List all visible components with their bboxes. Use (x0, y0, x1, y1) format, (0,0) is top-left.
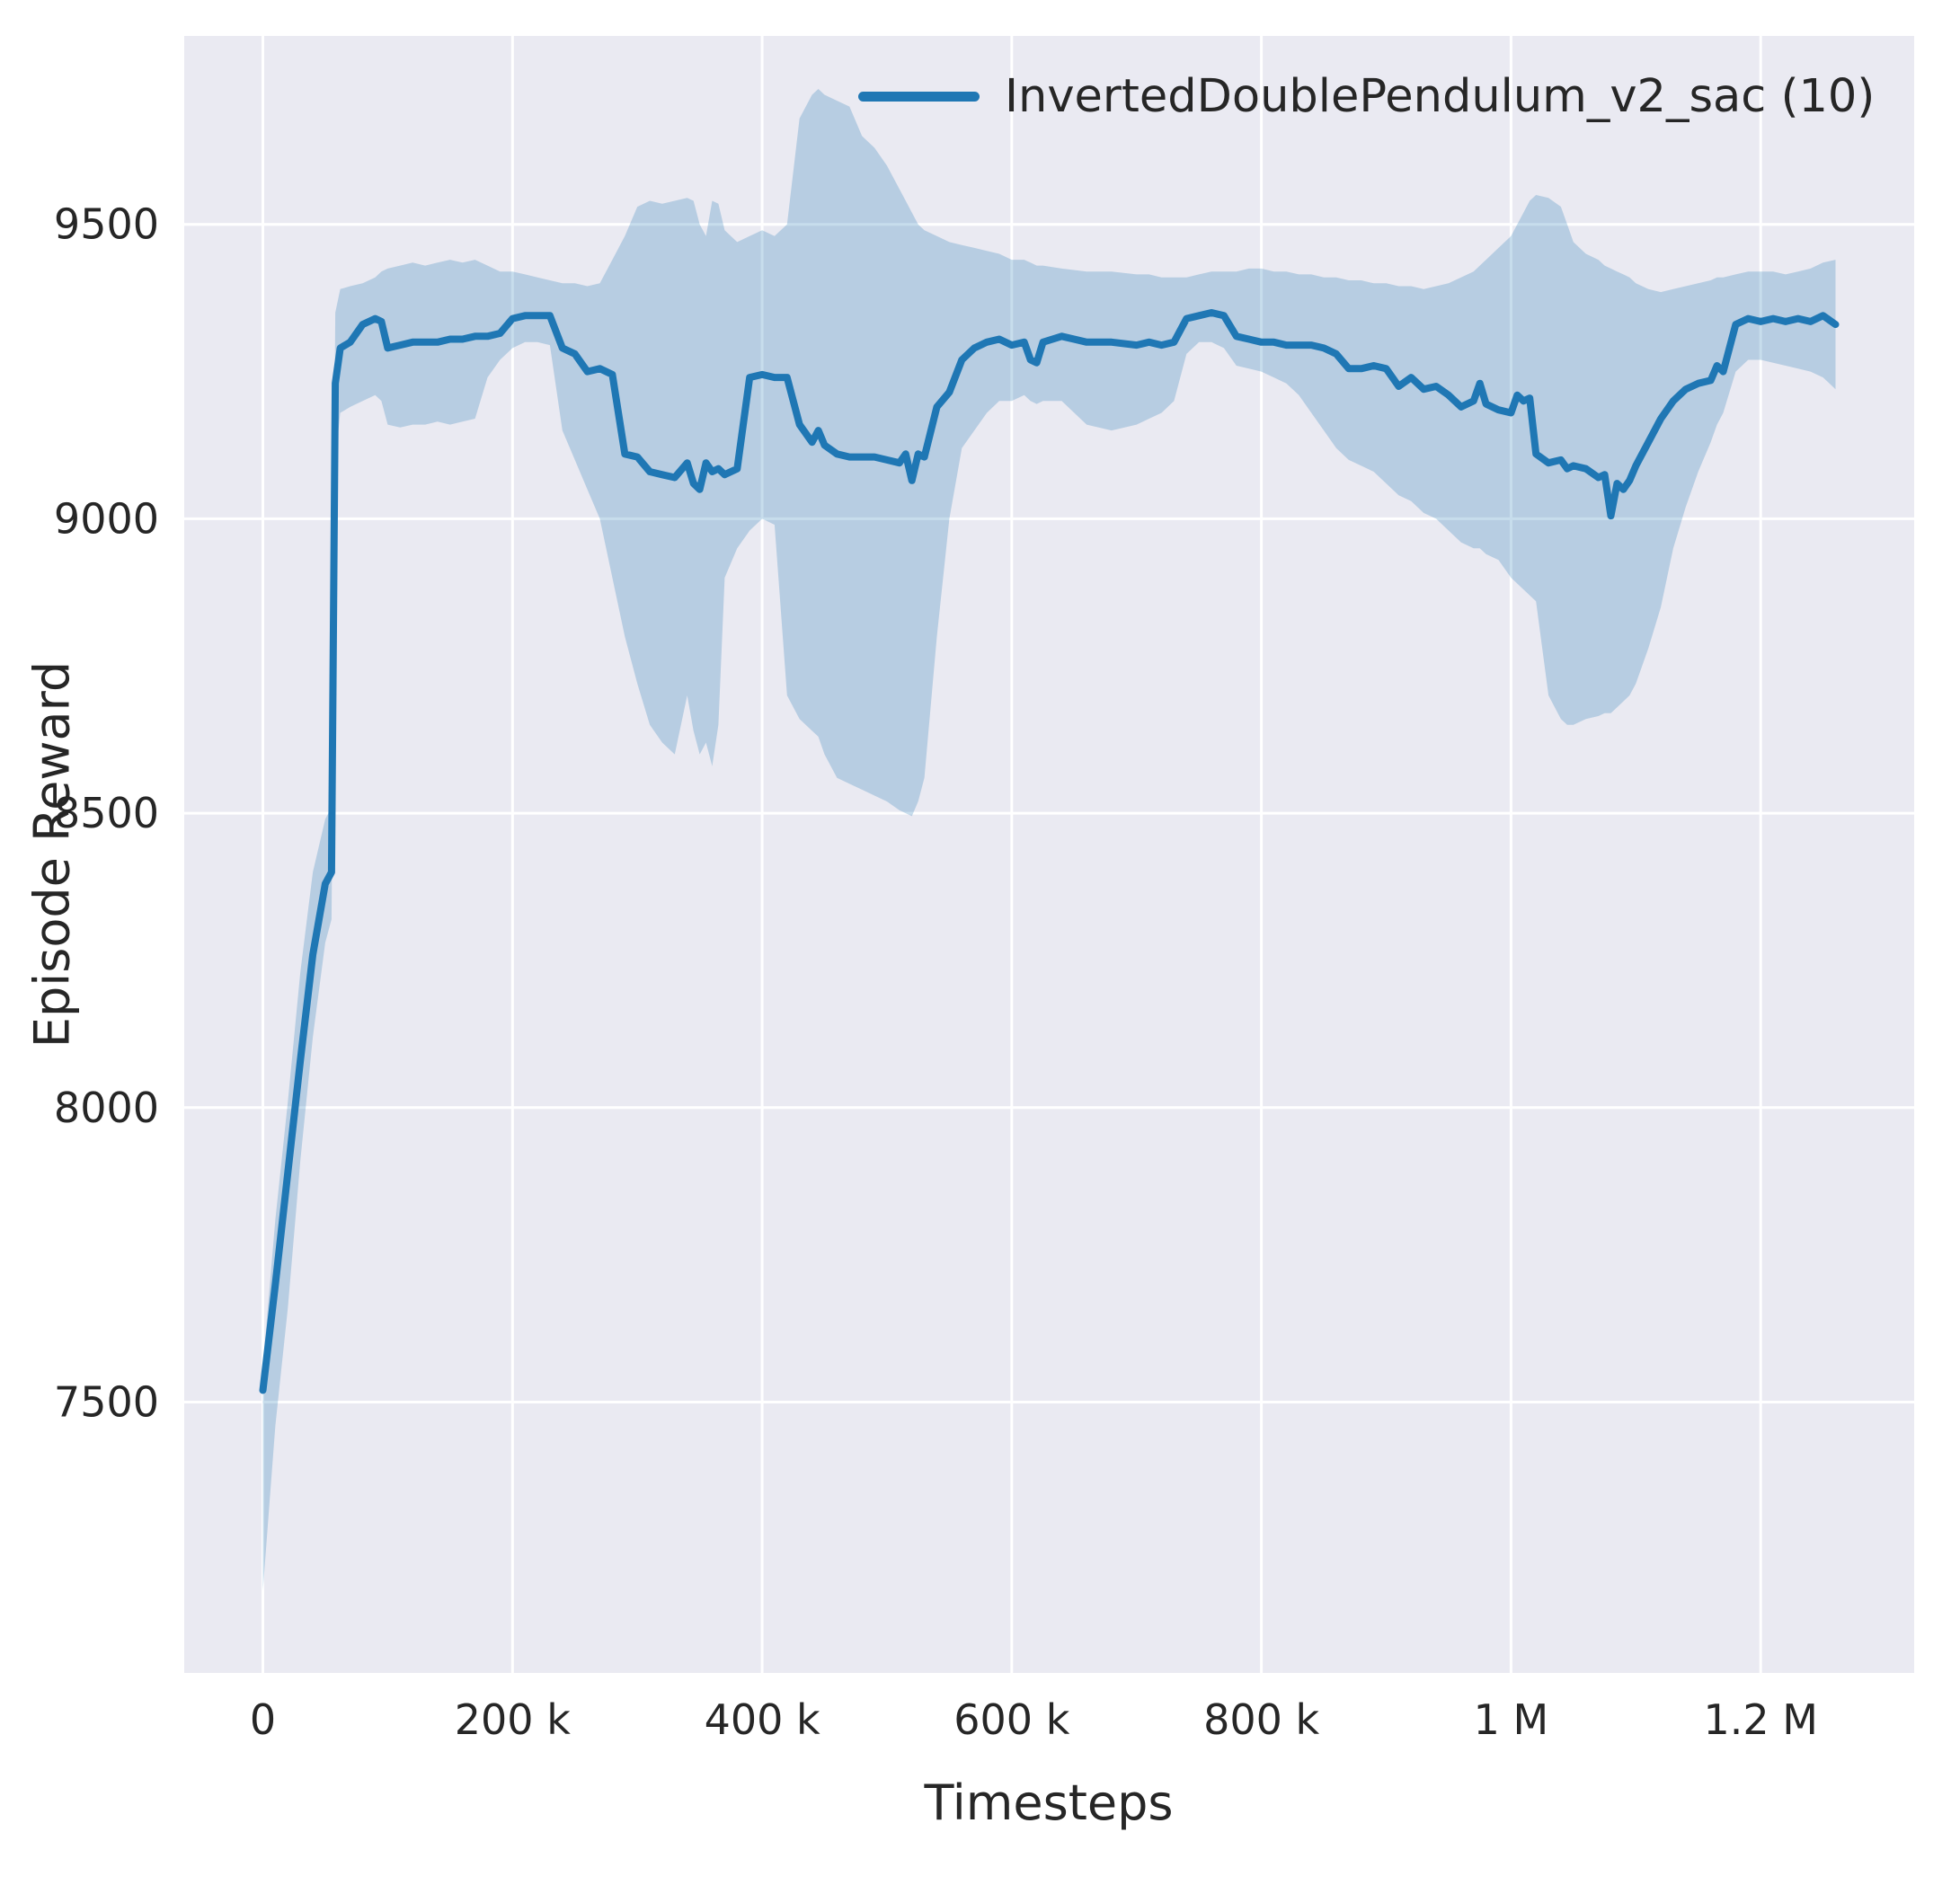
x-tick-label: 800 k (1203, 1695, 1319, 1744)
x-tick-label: 600 k (953, 1695, 1069, 1744)
plot-area (184, 36, 1914, 1673)
mean-line (259, 309, 1840, 1394)
x-tick-label: 1.2 M (1703, 1695, 1817, 1744)
legend-line-swatch (858, 92, 980, 102)
confidence-band (262, 89, 1836, 1591)
y-axis-label: Episode Reward (23, 660, 81, 1049)
x-tick-label: 200 k (455, 1695, 571, 1744)
x-tick-label: 0 (250, 1695, 276, 1744)
y-tick-label: 9000 (54, 494, 159, 543)
x-axis-label: Timesteps (924, 1774, 1174, 1831)
x-tick-label: 1 M (1474, 1695, 1549, 1744)
y-tick-label: 9500 (54, 200, 159, 249)
legend-label: InvertedDoublePendulum_v2_sac (10) (1005, 70, 1876, 123)
x-tick-label: 400 k (705, 1695, 820, 1744)
legend: InvertedDoublePendulum_v2_sac (10) (858, 70, 1875, 123)
y-tick-label: 8500 (54, 789, 159, 837)
y-tick-label: 7500 (54, 1378, 159, 1427)
y-tick-label: 8000 (54, 1084, 159, 1132)
